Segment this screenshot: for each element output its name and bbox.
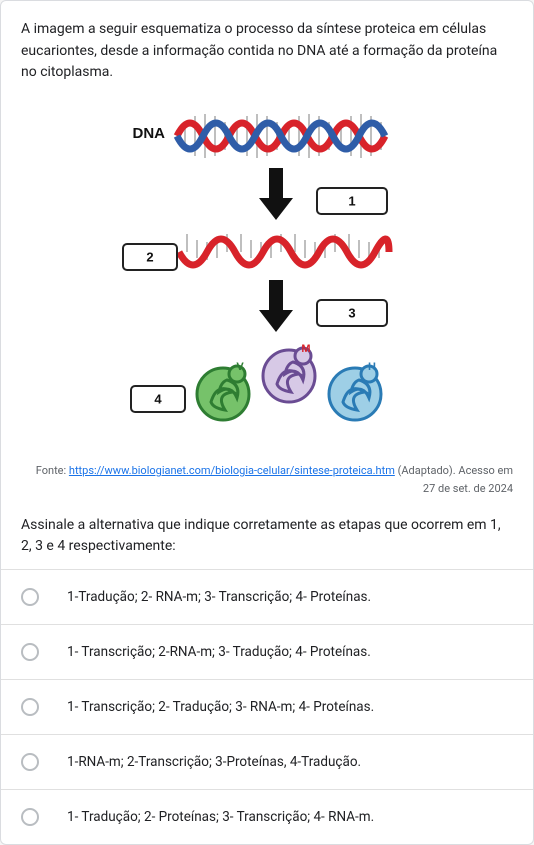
rna-strand — [179, 234, 389, 265]
trna-v-label: V — [236, 361, 244, 373]
dna-helix — [177, 114, 385, 158]
option-text: 1- Transcrição; 2-RNA-m; 3- Tradução; 4-… — [67, 644, 371, 660]
source-citation: Fonte: https://www.biologianet.com/biolo… — [21, 462, 513, 497]
radio-icon — [21, 643, 39, 661]
protein-synthesis-diagram: DNA — [77, 102, 457, 452]
arrow-2 — [259, 280, 293, 332]
option-row[interactable]: 1- Tradução; 2- Proteínas; 3- Transcriçã… — [1, 789, 533, 844]
option-row[interactable]: 1-Tradução; 2- RNA-m; 3- Transcrição; 4-… — [1, 569, 533, 624]
trna-h-label: H — [368, 361, 376, 373]
trna-m-label: M — [301, 343, 310, 355]
arrow-1 — [259, 168, 293, 220]
option-text: 1- Tradução; 2- Proteínas; 3- Transcriçã… — [67, 809, 374, 825]
radio-icon — [21, 808, 39, 826]
label-4: 4 — [154, 392, 162, 407]
radio-icon — [21, 753, 39, 771]
source-link[interactable]: https://www.biologianet.com/biologia-cel… — [69, 464, 395, 477]
trna-blue: H — [329, 361, 381, 420]
source-suffix: (Adaptado). Acesso em 27 de set. de 2024 — [395, 464, 513, 495]
label-2: 2 — [146, 250, 153, 265]
source-prefix: Fonte: — [36, 464, 69, 477]
option-text: 1- Transcrição; 2- Tradução; 3- RNA-m; 4… — [67, 699, 374, 715]
trna-purple: M — [263, 343, 315, 402]
question-card: A imagem a seguir esquematiza o processo… — [0, 0, 534, 845]
label-1: 1 — [348, 194, 355, 209]
option-row[interactable]: 1- Transcrição; 2-RNA-m; 3- Tradução; 4-… — [1, 624, 533, 679]
option-text: 1-RNA-m; 2-Transcrição; 3-Proteínas, 4-T… — [67, 754, 361, 770]
answer-prompt: Assinale a alternativa que indique corre… — [21, 515, 513, 557]
trna-green: V — [197, 361, 249, 420]
option-row[interactable]: 1-RNA-m; 2-Transcrição; 3-Proteínas, 4-T… — [1, 734, 533, 789]
radio-icon — [21, 588, 39, 606]
option-row[interactable]: 1- Transcrição; 2- Tradução; 3- RNA-m; 4… — [1, 679, 533, 734]
dna-label: DNA — [133, 125, 166, 142]
option-text: 1-Tradução; 2- RNA-m; 3- Transcrição; 4-… — [67, 589, 371, 605]
radio-icon — [21, 698, 39, 716]
label-3: 3 — [348, 306, 355, 321]
question-intro: A imagem a seguir esquematiza o processo… — [21, 19, 513, 84]
options-list: 1-Tradução; 2- RNA-m; 3- Transcrição; 4-… — [1, 569, 533, 844]
